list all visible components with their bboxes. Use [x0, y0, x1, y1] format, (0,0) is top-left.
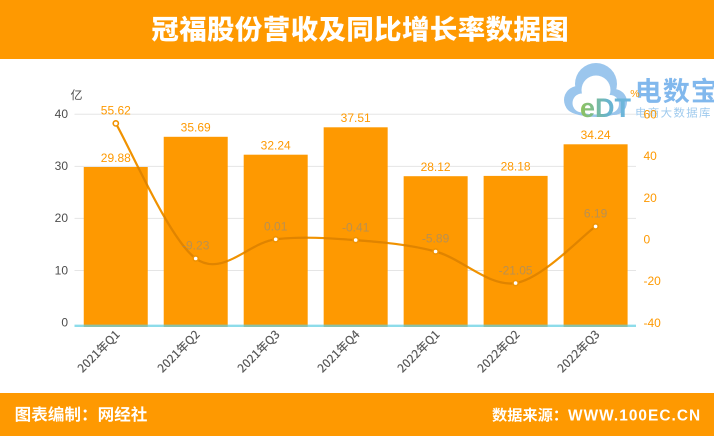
svg-text:35.69: 35.69	[181, 121, 211, 135]
svg-text:0: 0	[61, 315, 68, 329]
svg-text:%: %	[630, 88, 639, 100]
svg-text:32.24: 32.24	[261, 139, 291, 153]
svg-text:40: 40	[644, 149, 658, 163]
svg-text:-40: -40	[644, 316, 662, 330]
svg-text:-21.05: -21.05	[499, 263, 533, 277]
svg-text:0.01: 0.01	[264, 220, 288, 234]
svg-text:30: 30	[55, 159, 69, 173]
svg-text:60: 60	[644, 108, 658, 122]
svg-text:10: 10	[55, 263, 69, 277]
svg-text:0: 0	[644, 233, 651, 247]
svg-text:29.88: 29.88	[101, 151, 131, 165]
svg-text:-5.89: -5.89	[422, 232, 450, 246]
svg-text:37.51: 37.51	[341, 111, 371, 125]
svg-text:55.62: 55.62	[101, 104, 131, 118]
svg-text:6.19: 6.19	[584, 207, 608, 221]
svg-text:34.24: 34.24	[581, 128, 611, 142]
svg-text:20: 20	[55, 211, 69, 225]
svg-text:-9.23: -9.23	[182, 239, 210, 253]
svg-text:28.18: 28.18	[501, 160, 531, 174]
svg-text:20: 20	[644, 191, 658, 205]
svg-text:-20: -20	[644, 274, 662, 288]
svg-text:WWW.100EC.CN: WWW.100EC.CN	[568, 408, 701, 425]
svg-text:eDT: eDT	[580, 93, 632, 123]
svg-text:40: 40	[55, 107, 69, 121]
svg-text:28.12: 28.12	[421, 160, 451, 174]
svg-text:-0.41: -0.41	[342, 220, 370, 234]
